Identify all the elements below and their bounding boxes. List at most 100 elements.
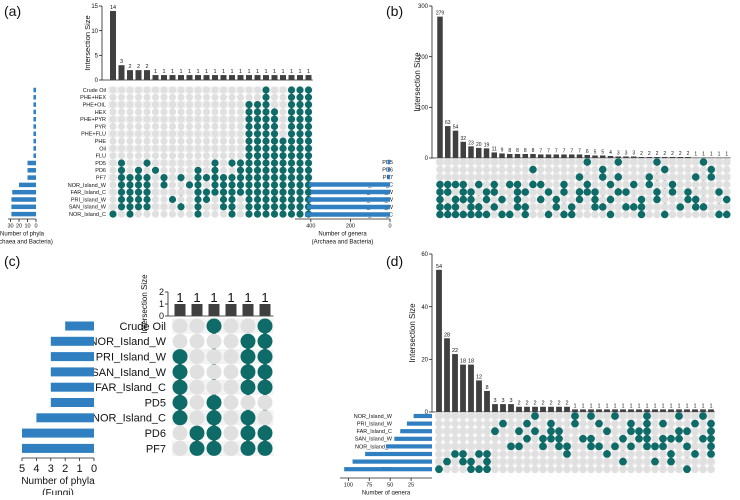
membership-dot-empty: [722, 203, 731, 211]
membership-dot-empty: [177, 93, 185, 101]
membership-dot-empty: [443, 427, 451, 436]
membership-dot-empty: [151, 144, 160, 152]
membership-dot-empty: [194, 130, 202, 138]
membership-dot-empty: [223, 425, 239, 441]
membership-dot-empty: [451, 427, 459, 436]
set-name-label: NOR_Island_W: [354, 414, 393, 420]
membership-dot-empty: [459, 434, 467, 443]
membership-dot-empty: [606, 173, 615, 181]
membership-dot-filled: [571, 419, 579, 428]
membership-dot-empty: [587, 419, 595, 428]
set-size-bar: [387, 174, 390, 180]
membership-dot-filled: [228, 188, 236, 196]
membership-dot-filled: [257, 364, 273, 380]
intersection-bar: [604, 409, 610, 412]
bar-value-label: 1: [307, 69, 310, 75]
bar-value-label: 5: [601, 149, 604, 155]
membership-dot-empty: [539, 427, 547, 436]
membership-dot-filled: [475, 465, 483, 474]
membership-dot-empty: [651, 419, 659, 428]
set-axis-title: Number of genera: [318, 232, 367, 238]
membership-dot-empty: [539, 465, 547, 474]
membership-dot-empty: [490, 210, 499, 219]
membership-dot-empty: [435, 427, 443, 436]
membership-dot-empty: [219, 108, 228, 116]
membership-dot-empty: [645, 203, 654, 211]
membership-dot-empty: [683, 450, 691, 458]
membership-dot-filled: [296, 144, 304, 152]
bar-value-label: 1: [573, 403, 576, 409]
membership-dot-filled: [707, 419, 715, 428]
membership-dot-empty: [529, 188, 537, 196]
membership-dot-empty: [491, 412, 499, 420]
membership-dot-empty: [202, 137, 211, 145]
membership-dot-empty: [653, 210, 661, 219]
bar-value-label: 8: [485, 385, 488, 391]
membership-dot-filled: [296, 195, 304, 204]
membership-dot-empty: [168, 86, 177, 94]
set-size-bar: [65, 321, 94, 331]
membership-dot-empty: [707, 210, 716, 219]
membership-dot-empty: [683, 457, 691, 466]
membership-dot-empty: [219, 86, 228, 94]
membership-dot-empty: [219, 144, 228, 152]
set-name-label: FAR_Island_C: [95, 382, 166, 394]
membership-dot-empty: [619, 450, 627, 458]
membership-dot-filled: [467, 465, 475, 474]
bar-value-label: 1: [281, 69, 284, 75]
bar-value-label: 2: [145, 64, 148, 70]
membership-dot-filled: [134, 174, 143, 182]
membership-dot-filled: [304, 115, 313, 123]
membership-dot-empty: [715, 158, 723, 166]
membership-dot-filled: [629, 203, 638, 211]
membership-dot-empty: [603, 457, 611, 466]
y-tick-label: 0: [425, 156, 429, 162]
membership-dot-empty: [699, 442, 707, 451]
membership-dot-empty: [109, 203, 117, 211]
set-axis-tick-label: 0: [388, 224, 391, 230]
membership-dot-empty: [591, 210, 599, 219]
membership-dot-filled: [513, 203, 522, 211]
bar-value-label: 1: [589, 403, 592, 409]
membership-dot-empty: [498, 180, 506, 189]
membership-dot-filled: [206, 425, 222, 441]
membership-dot-empty: [629, 158, 638, 166]
intersection-bar: [288, 75, 295, 80]
membership-dot-filled: [531, 412, 539, 420]
membership-dot-empty: [699, 419, 707, 428]
bar-value-label: 8: [532, 148, 535, 154]
membership-dot-filled: [117, 195, 126, 204]
membership-dot-filled: [507, 442, 515, 451]
y-tick-label: 0: [425, 410, 429, 416]
membership-dot-empty: [134, 144, 143, 152]
intersection-bar: [646, 156, 652, 158]
membership-dot-empty: [168, 210, 177, 218]
membership-dot-filled: [475, 450, 483, 458]
intersection-bar: [483, 148, 490, 158]
membership-dot-empty: [563, 419, 571, 428]
membership-dot-empty: [189, 379, 205, 395]
membership-dot-empty: [236, 130, 245, 138]
membership-dot-empty: [206, 379, 222, 395]
set-size-bar: [50, 398, 94, 407]
intersection-bar: [584, 154, 590, 158]
membership-dot-filled: [287, 86, 296, 94]
membership-dot-filled: [143, 188, 151, 196]
membership-dot-empty: [185, 144, 194, 152]
membership-dot-empty: [491, 450, 499, 458]
membership-dot-filled: [435, 465, 443, 474]
membership-dot-empty: [177, 210, 185, 218]
membership-dot-filled: [443, 210, 452, 219]
membership-dot-filled: [296, 115, 304, 123]
membership-dot-empty: [443, 158, 452, 166]
membership-dot-filled: [236, 174, 245, 182]
membership-dot-empty: [536, 165, 545, 174]
membership-dot-empty: [539, 412, 547, 420]
set-name-label: Crude Oil: [83, 88, 106, 94]
bar-value-label: 1: [176, 290, 183, 305]
membership-dot-filled: [228, 195, 236, 204]
membership-dot-empty: [109, 181, 117, 189]
membership-dot-filled: [236, 166, 245, 174]
membership-dot-empty: [270, 101, 279, 109]
